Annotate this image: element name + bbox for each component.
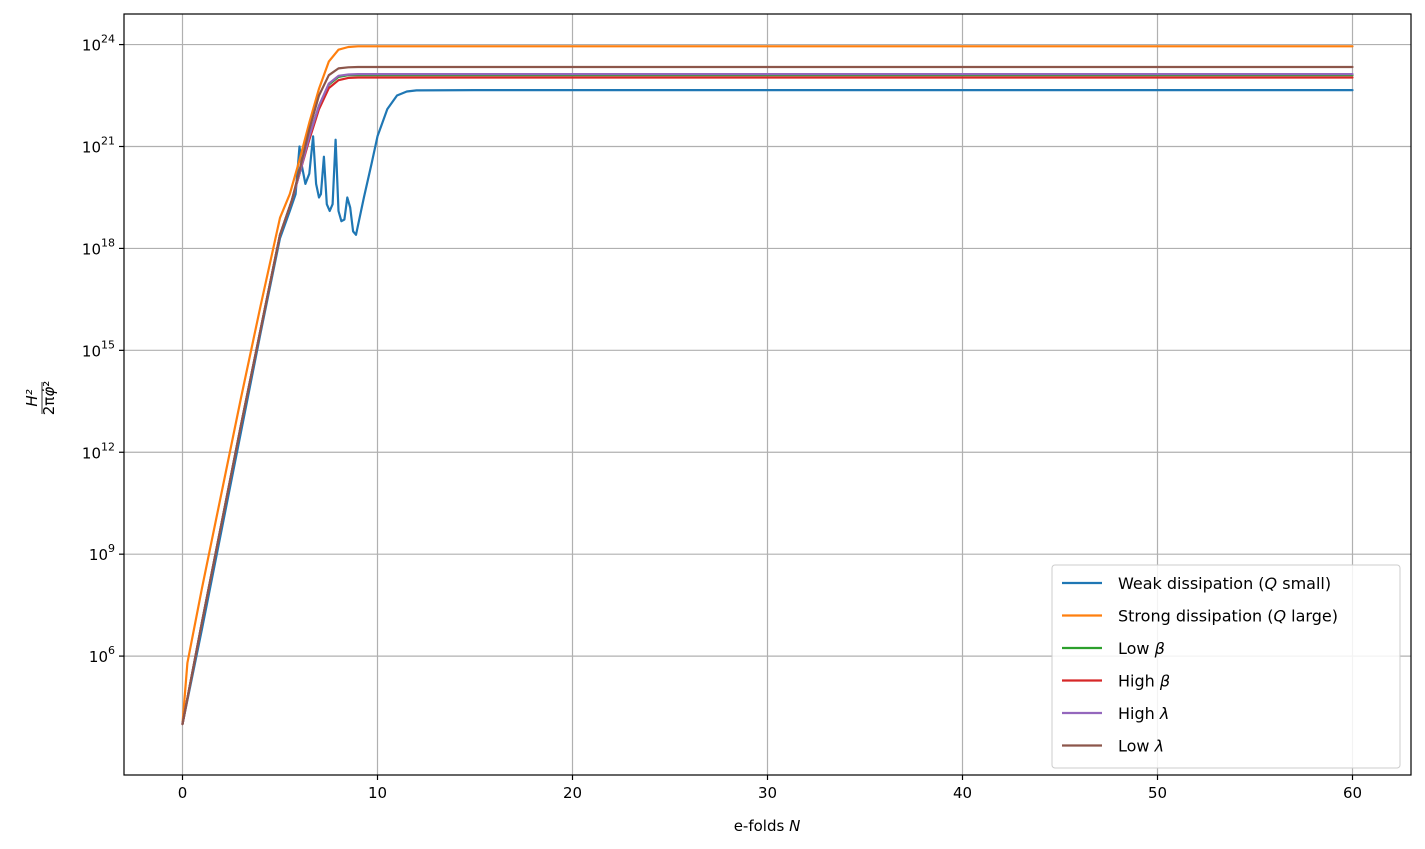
series-line-2 bbox=[181, 45, 1354, 726]
x-tick-label: 0 bbox=[178, 784, 188, 802]
y-tick-label: 1018 bbox=[82, 236, 115, 258]
x-tick-label: 10 bbox=[368, 784, 387, 802]
series-line-1 bbox=[181, 89, 1354, 726]
y-tick-label: 109 bbox=[89, 542, 115, 564]
legend-box bbox=[1051, 564, 1401, 769]
x-tick-label: 40 bbox=[953, 784, 972, 802]
y-axis-label: H² 2πφ̇² bbox=[23, 381, 58, 416]
grid bbox=[124, 14, 1411, 775]
y-axis-label-denominator: 2πφ̇² bbox=[40, 381, 58, 416]
legend-label-5: High λ bbox=[1118, 704, 1169, 723]
series-line-6 bbox=[181, 65, 1354, 726]
x-tick-label: 20 bbox=[563, 784, 582, 802]
x-tick-label: 30 bbox=[758, 784, 777, 802]
ticks bbox=[119, 43, 1354, 780]
legend-label-3: Low β bbox=[1118, 639, 1165, 658]
legend-label-1: Weak dissipation (Q small) bbox=[1118, 574, 1331, 593]
x-tick-label: 60 bbox=[1343, 784, 1362, 802]
legend-label-2: Strong dissipation (Q large) bbox=[1118, 607, 1338, 626]
y-tick-label: 1015 bbox=[82, 338, 115, 360]
legend-label-6: Low λ bbox=[1118, 737, 1164, 756]
x-axis-label: e-folds N bbox=[734, 817, 801, 835]
legend: Weak dissipation (Q small) Strong dissipa… bbox=[1051, 564, 1401, 769]
y-tick-label: 1021 bbox=[82, 134, 115, 156]
y-tick-label: 1024 bbox=[82, 33, 115, 55]
y-tick-label: 106 bbox=[89, 644, 115, 666]
tick-labels: 0 10 20 30 40 50 60 106 109 1012 1015 1018 1021 1024 bbox=[82, 33, 1362, 802]
y-axis-label-numerator: H² bbox=[23, 389, 41, 406]
x-tick-label: 50 bbox=[1148, 784, 1167, 802]
y-tick-label: 1012 bbox=[82, 440, 115, 462]
series-group bbox=[181, 45, 1354, 726]
legend-label-4: High β bbox=[1118, 672, 1170, 691]
